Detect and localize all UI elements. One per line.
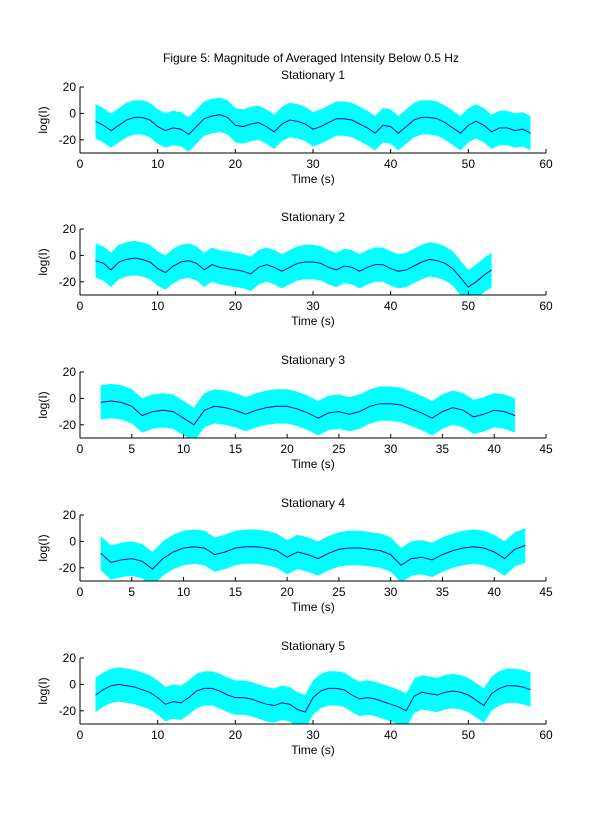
x-tick-label: 15: [229, 442, 243, 456]
x-tick-label: 20: [229, 157, 243, 171]
plot-area: [95, 97, 531, 152]
chart-title: Stationary 1: [281, 68, 345, 82]
confidence-band: [95, 240, 492, 295]
x-tick-label: 0: [77, 442, 84, 456]
plot-area: [100, 383, 516, 438]
x-tick-label: 30: [384, 442, 398, 456]
x-tick-label: 25: [332, 442, 346, 456]
x-tick-label: 0: [77, 157, 84, 171]
confidence-band: [100, 528, 526, 581]
chart-panel-4: Stationary 40 5 10 15 20 25 30 35 40 45-20020Time…: [36, 496, 553, 614]
y-tick-label: 20: [63, 80, 77, 94]
x-tick-label: 10: [151, 299, 165, 313]
y-axis-label: log(I): [36, 248, 50, 275]
y-axis-label: log(I): [36, 106, 50, 133]
x-tick-label: 35: [436, 585, 450, 599]
x-tick-label: 5: [128, 585, 135, 599]
chart-title: Stationary 3: [281, 353, 345, 367]
y-axis-label: log(I): [36, 677, 50, 704]
x-tick-label: 0: [77, 585, 84, 599]
x-tick-label: 50: [462, 157, 476, 171]
chart-title: Stationary 5: [281, 639, 345, 653]
x-tick-label: 50: [462, 299, 476, 313]
x-tick-label: 45: [539, 585, 553, 599]
chart-title: Stationary 2: [281, 210, 345, 224]
x-tick-label: 5: [128, 442, 135, 456]
chart-title: Stationary 4: [281, 496, 345, 510]
x-tick-label: 20: [280, 442, 294, 456]
y-tick-label: 20: [63, 651, 77, 665]
y-axis-label: log(I): [36, 534, 50, 561]
mean-line: [95, 257, 492, 288]
x-axis-label: Time (s): [291, 314, 335, 328]
x-tick-label: 30: [306, 157, 320, 171]
x-tick-label: 40: [488, 585, 502, 599]
y-tick-label: 20: [63, 222, 77, 236]
mean-line: [100, 400, 516, 426]
x-tick-label: 10: [151, 157, 165, 171]
x-tick-label: 20: [229, 299, 243, 313]
figure-title: Figure 5: Magnitude of Averaged Intensit…: [163, 51, 459, 65]
x-axis-label: Time (s): [291, 743, 335, 757]
mean-line: [95, 683, 531, 713]
y-axis-label: log(I): [36, 391, 50, 418]
x-tick-label: 15: [229, 585, 243, 599]
x-tick-label: 40: [488, 442, 502, 456]
x-tick-label: 60: [539, 157, 553, 171]
x-tick-label: 35: [436, 442, 450, 456]
plot-area: [95, 667, 531, 724]
x-tick-label: 45: [539, 442, 553, 456]
x-tick-label: 25: [332, 585, 346, 599]
mean-line: [95, 114, 531, 136]
chart-panel-3: Stationary 30 5 10 15 20 25 30 35 40 45-20020Time…: [36, 353, 553, 471]
x-tick-label: 30: [306, 728, 320, 742]
confidence-band: [95, 667, 531, 724]
plot-area: [100, 528, 526, 581]
x-tick-label: 40: [384, 728, 398, 742]
x-tick-label: 20: [229, 728, 243, 742]
y-tick-label: -20: [59, 561, 77, 575]
y-tick-label: 0: [69, 106, 76, 120]
x-tick-label: 30: [306, 299, 320, 313]
x-axis-label: Time (s): [291, 600, 335, 614]
y-tick-label: 20: [63, 508, 77, 522]
y-tick-label: -20: [59, 275, 77, 289]
x-tick-label: 40: [384, 157, 398, 171]
x-tick-label: 60: [539, 728, 553, 742]
confidence-band: [95, 97, 531, 152]
y-tick-label: 0: [69, 534, 76, 548]
y-tick-label: -20: [59, 418, 77, 432]
x-tick-label: 0: [77, 728, 84, 742]
y-tick-label: -20: [59, 704, 77, 718]
x-tick-label: 0: [77, 299, 84, 313]
x-tick-label: 60: [539, 299, 553, 313]
x-tick-label: 30: [384, 585, 398, 599]
plot-area: [95, 240, 492, 295]
y-tick-label: 0: [69, 248, 76, 262]
confidence-band: [100, 383, 515, 438]
y-tick-label: 20: [63, 365, 77, 379]
x-axis-label: Time (s): [291, 457, 335, 471]
x-tick-label: 50: [462, 728, 476, 742]
x-axis-label: Time (s): [291, 172, 335, 186]
mean-line: [100, 544, 526, 570]
x-tick-label: 40: [384, 299, 398, 313]
x-tick-label: 10: [177, 442, 191, 456]
y-tick-label: -20: [59, 133, 77, 147]
x-tick-label: 20: [280, 585, 294, 599]
x-tick-label: 10: [177, 585, 191, 599]
x-tick-label: 10: [151, 728, 165, 742]
y-tick-label: 0: [69, 677, 76, 691]
y-tick-label: 0: [69, 391, 76, 405]
